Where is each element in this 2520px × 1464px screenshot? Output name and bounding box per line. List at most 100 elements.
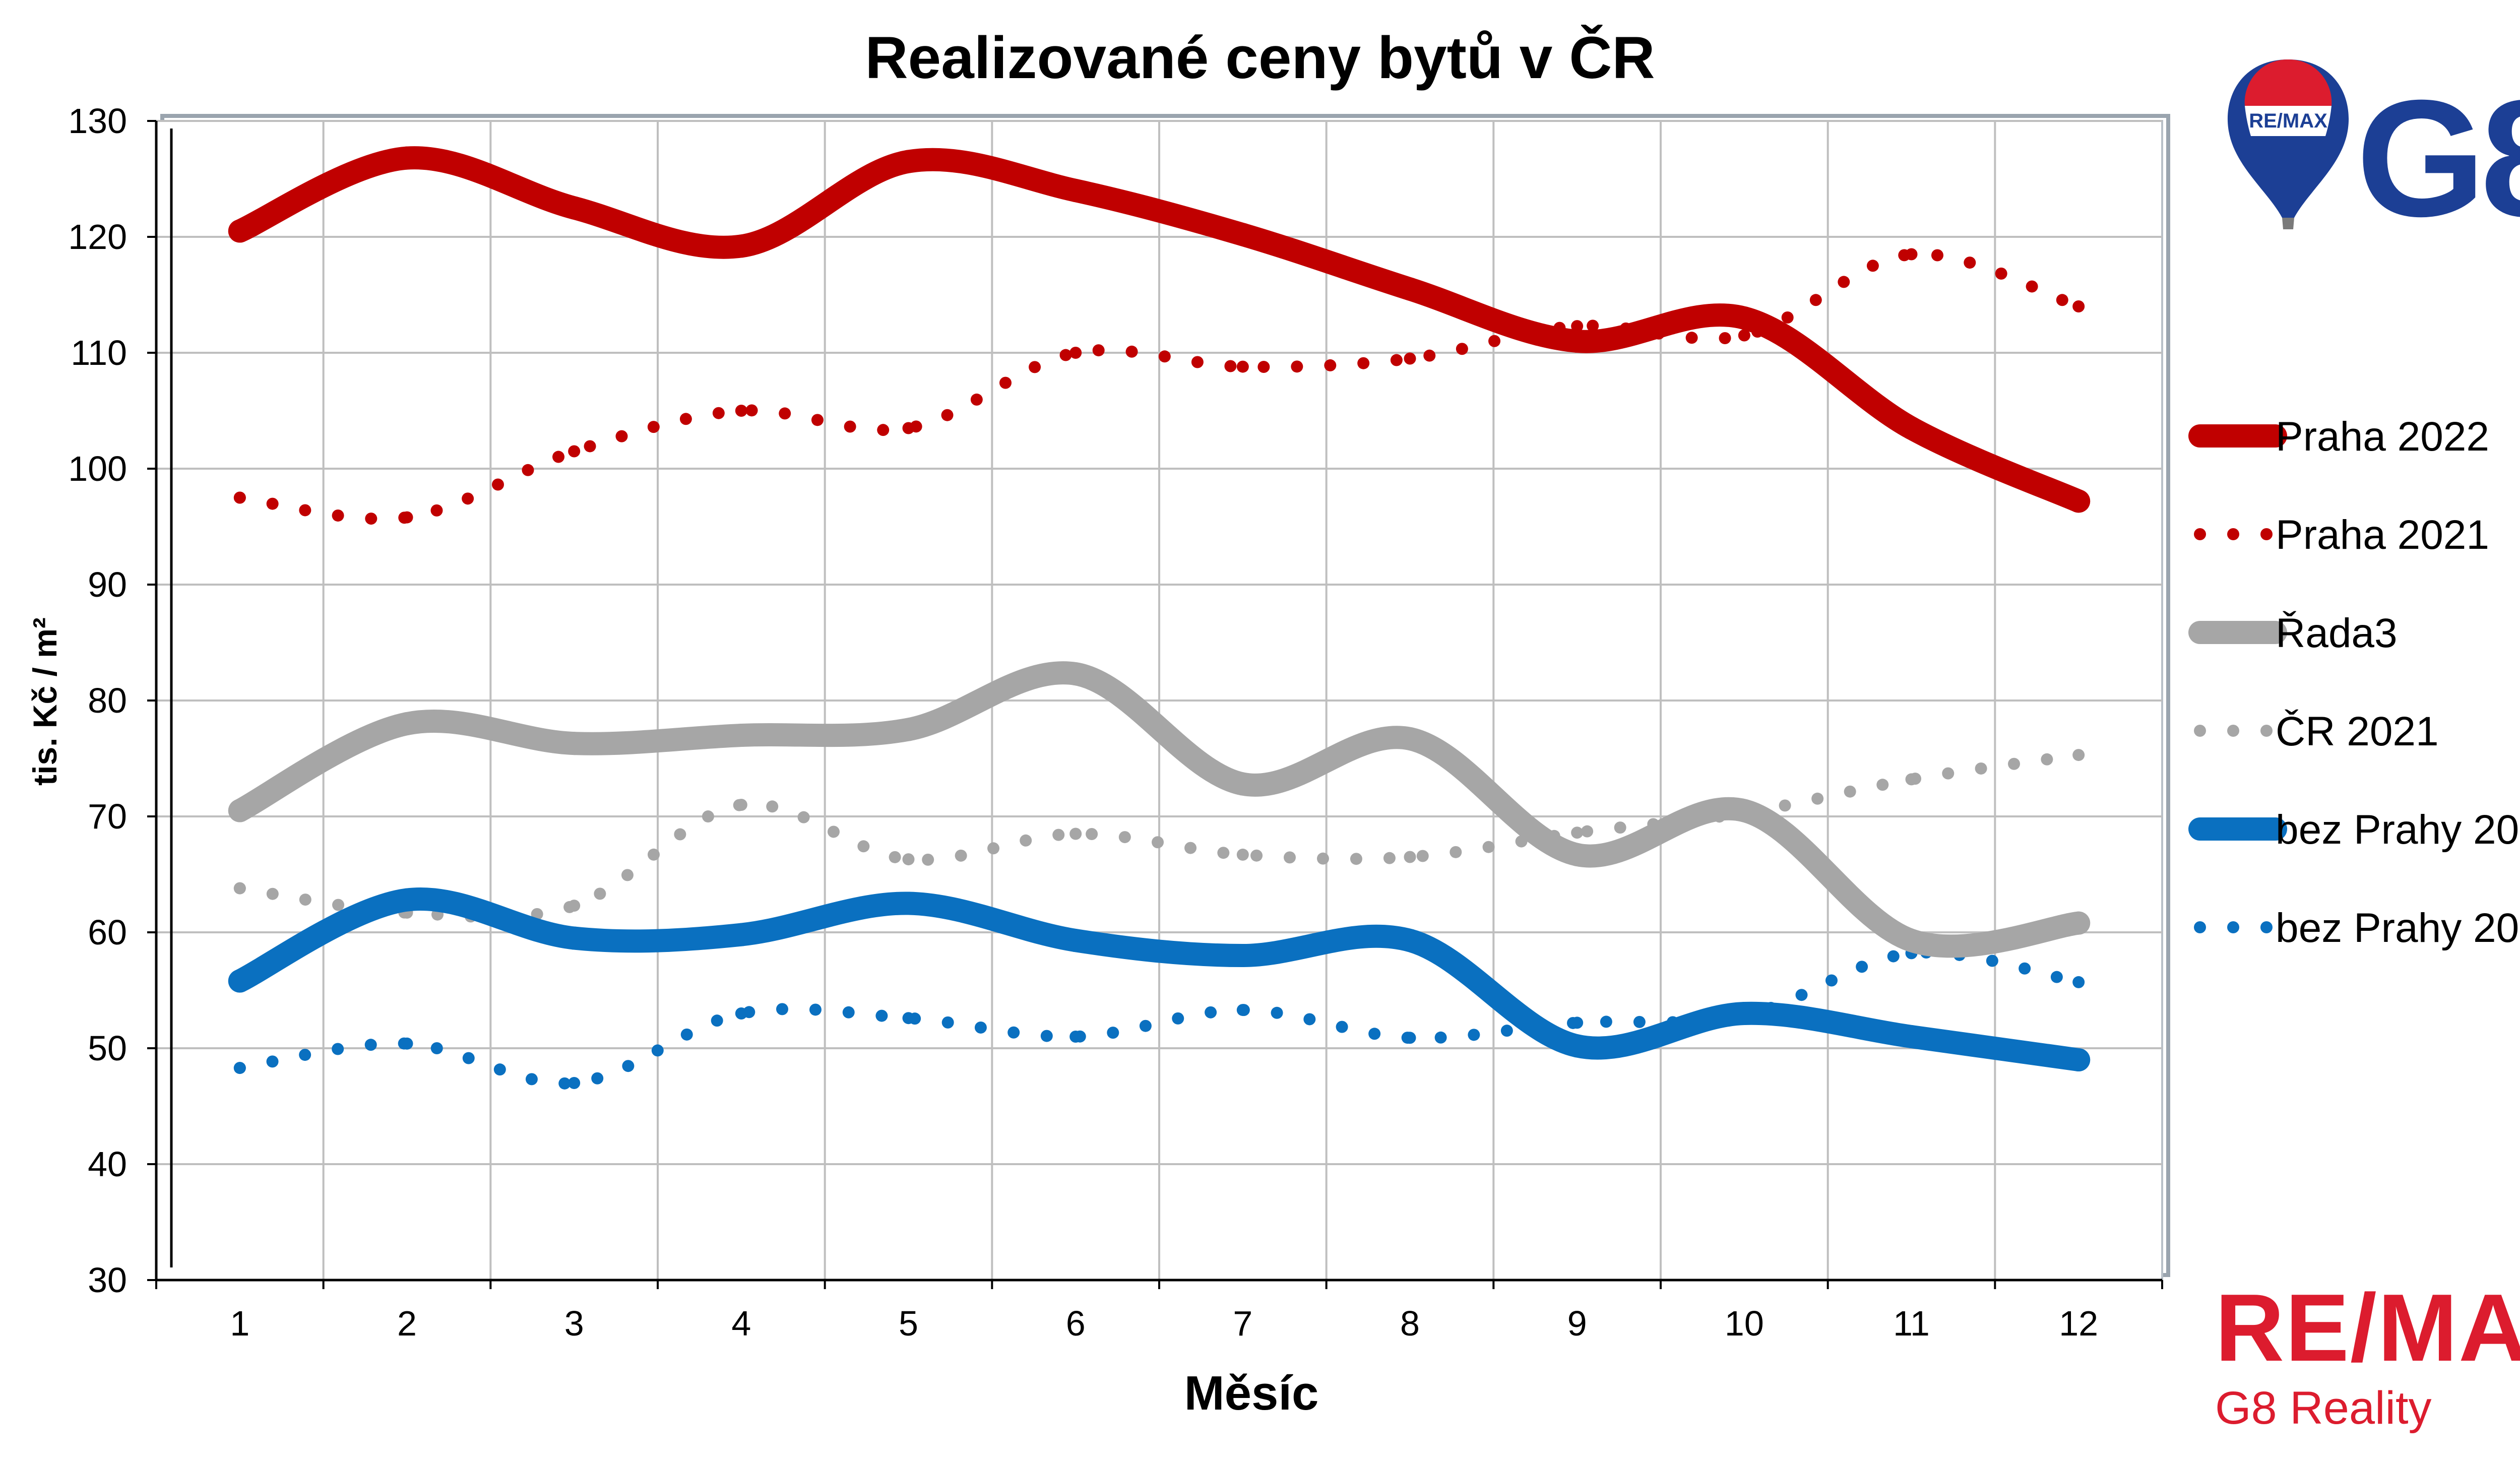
y-tick-label: 110 — [71, 333, 127, 372]
data-point-cr-2021 — [568, 900, 581, 912]
data-point-praha-2021 — [1069, 347, 1082, 359]
data-point-bez-prahy-2022 — [1064, 929, 1088, 952]
data-point-bez-prahy-2022 — [897, 892, 920, 915]
data-point-bez-prahy-2021 — [1236, 1004, 1249, 1016]
data-point-bez-prahy-2021 — [1404, 1032, 1416, 1044]
legend-label-praha-2021: Praha 2021 — [2276, 512, 2489, 558]
series — [228, 146, 2091, 1090]
data-point-bez-prahy-2022 — [1900, 1025, 1923, 1048]
x-tick-label: 7 — [1233, 1304, 1252, 1343]
legend-label-bez-prahy-2022: bez Prahy 2022 — [2276, 807, 2520, 853]
y-axis-title: tis. Kč / m² — [26, 617, 64, 786]
legend-label-bez-prahy-2021: bez Prahy 2021 — [2276, 905, 2520, 951]
data-point-praha-2021 — [1404, 352, 1416, 365]
data-point-cr-2021 — [735, 799, 747, 811]
data-point-praha-2021 — [1738, 329, 1750, 342]
y-tick-label: 30 — [88, 1260, 127, 1300]
data-point-rada3 — [2067, 911, 2091, 935]
data-point-cr-2021 — [233, 882, 246, 895]
data-point-cr-2021 — [1069, 828, 1082, 840]
x-tick-label: 10 — [1725, 1304, 1764, 1343]
data-point-bez-prahy-2021 — [1571, 1016, 1584, 1029]
data-point-bez-prahy-2022 — [1398, 929, 1422, 952]
legend: Praha 2022 Praha 2021 Řada3 ČR 2021 bez Prah… — [2188, 414, 2520, 951]
data-point-bez-prahy-2021 — [902, 1012, 915, 1025]
data-point-rada3 — [729, 724, 753, 747]
g8-logo-text: G8 — [2356, 65, 2520, 237]
legend-label-cr-2021: ČR 2021 — [2276, 709, 2439, 754]
axes — [147, 120, 2163, 1289]
balloon-label: RE/MAX — [2249, 110, 2327, 132]
data-point-bez-prahy-2021 — [568, 1077, 581, 1089]
plot-area — [155, 114, 2170, 1281]
data-point-praha-2021 — [735, 405, 747, 417]
y-tick-label: 120 — [68, 217, 127, 257]
x-tick-label: 8 — [1400, 1304, 1420, 1343]
data-point-praha-2021 — [401, 511, 413, 524]
data-point-praha-2021 — [1571, 320, 1584, 333]
y-tick-label: 80 — [88, 681, 127, 720]
data-point-cr-2021 — [1571, 826, 1584, 839]
data-point-praha-2022 — [1231, 223, 1254, 246]
data-point-cr-2021 — [1905, 773, 1918, 786]
series-line-praha-2022 — [228, 146, 2091, 513]
x-tick-label: 12 — [2059, 1304, 2098, 1343]
remax-wordmark-text: RE/MAX — [2215, 1275, 2520, 1381]
x-tick-label: 5 — [899, 1304, 918, 1343]
x-tick-label: 11 — [1893, 1304, 1930, 1343]
data-point-bez-prahy-2022 — [729, 923, 753, 946]
data-point-praha-2021 — [233, 491, 246, 504]
data-point-bez-prahy-2021 — [233, 1062, 246, 1074]
y-tick-label: 90 — [88, 565, 127, 604]
data-point-bez-prahy-2022 — [395, 888, 419, 912]
remax-subtitle: G8 Reality — [2215, 1382, 2432, 1434]
data-point-bez-prahy-2022 — [562, 926, 586, 950]
data-point-bez-prahy-2022 — [1732, 1002, 1756, 1025]
data-point-praha-2022 — [1565, 330, 1589, 353]
x-tick-label: 6 — [1066, 1304, 1086, 1343]
y-tick-label: 100 — [68, 449, 127, 488]
data-point-praha-2021 — [568, 445, 581, 458]
data-point-praha-2022 — [729, 234, 753, 258]
data-point-praha-2022 — [1398, 277, 1422, 301]
series-line-bez-prahy-2022 — [228, 887, 2091, 1071]
data-point-rada3 — [1231, 772, 1254, 796]
series-line-rada3 — [228, 661, 2091, 958]
data-point-praha-2022 — [395, 146, 419, 170]
remax-g8-logo: RE/MAX G8 — [2227, 59, 2520, 237]
data-point-praha-2022 — [1900, 416, 1923, 440]
data-point-bez-prahy-2022 — [2067, 1048, 2091, 1071]
data-point-praha-2021 — [1236, 360, 1249, 373]
data-point-cr-2021 — [1236, 848, 1249, 861]
legend-label-praha-2022: Praha 2022 — [2276, 414, 2489, 460]
x-tick-label: 4 — [731, 1304, 751, 1343]
balloon-icon: RE/MAX — [2227, 59, 2349, 229]
data-point-praha-2022 — [2067, 489, 2091, 513]
data-point-bez-prahy-2022 — [228, 969, 251, 993]
data-point-bez-prahy-2022 — [1565, 1034, 1589, 1058]
data-point-praha-2022 — [1064, 179, 1088, 202]
data-point-rada3 — [897, 718, 920, 741]
chart-title: Realizované ceny bytů v ČR — [865, 24, 1655, 91]
x-tick-label: 9 — [1567, 1304, 1587, 1343]
y-tick-label: 40 — [88, 1144, 127, 1184]
data-point-cr-2021 — [902, 853, 915, 866]
data-point-rada3 — [1064, 662, 1088, 686]
data-point-praha-2022 — [897, 150, 920, 173]
data-point-rada3 — [228, 799, 251, 822]
data-point-rada3 — [1565, 843, 1589, 866]
data-point-praha-2021 — [1905, 248, 1918, 261]
remax-wordmark: RE/MAX G8 Reality — [2215, 1280, 2520, 1431]
data-point-rada3 — [1732, 799, 1756, 822]
data-point-bez-prahy-2021 — [401, 1037, 413, 1050]
data-point-praha-2022 — [228, 219, 251, 243]
data-point-cr-2021 — [2072, 749, 2085, 761]
data-point-praha-2022 — [562, 196, 586, 220]
data-point-cr-2021 — [1404, 851, 1416, 863]
data-point-rada3 — [1900, 929, 1923, 952]
data-point-rada3 — [395, 712, 419, 735]
y-tick-label: 50 — [88, 1029, 127, 1068]
data-point-praha-2022 — [1732, 306, 1756, 330]
data-point-rada3 — [1398, 727, 1422, 750]
